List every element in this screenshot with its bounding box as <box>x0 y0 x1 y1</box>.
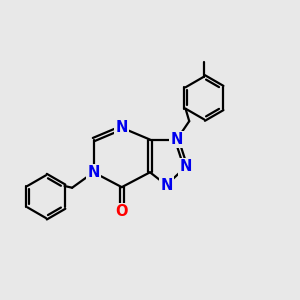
Text: O: O <box>116 204 128 219</box>
Text: N: N <box>171 132 183 147</box>
Text: N: N <box>116 120 128 135</box>
Text: N: N <box>160 178 172 193</box>
Text: N: N <box>179 159 192 174</box>
Text: N: N <box>87 165 100 180</box>
